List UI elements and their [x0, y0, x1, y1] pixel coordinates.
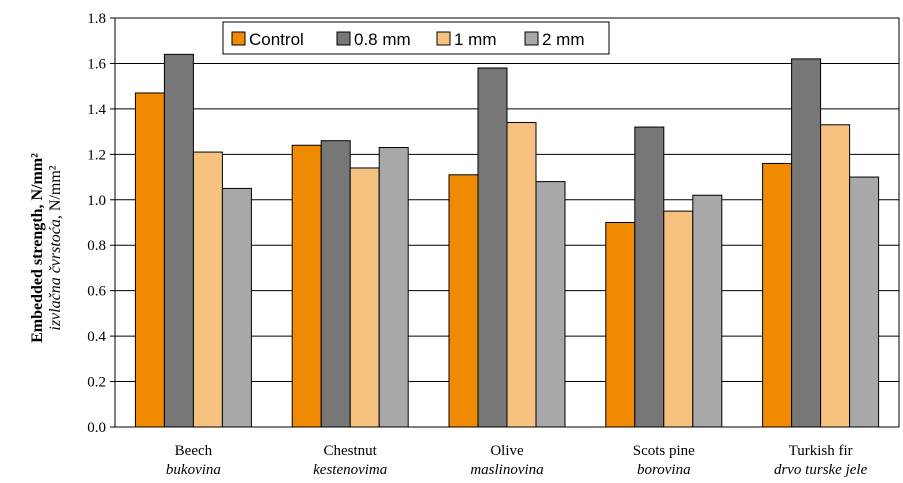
bar-1-mm-beech: [192, 151, 223, 428]
x-category-label: Beech: [175, 443, 213, 459]
bar-1-mm-turkish-fir: [820, 124, 851, 428]
x-axis-categories: Beech bukovina Chestnut kestenovima Olive mas…: [166, 443, 868, 478]
legend-label: 2 mm: [542, 30, 585, 49]
bar-control-turkish-fir: [762, 162, 793, 428]
y-tick-label: 0.4: [87, 329, 106, 345]
y-tick-label: 1.2: [87, 147, 106, 163]
bar-0-8-mm-turkish-fir: [791, 58, 822, 428]
legend-label: Control: [249, 30, 304, 49]
bar-control-olive: [448, 174, 479, 428]
bars: [134, 53, 880, 428]
y-axis-ticks: 0.0 0.2 0.4 0.6 0.8 1.0 1.2 1.4 1.6 1.8: [87, 11, 115, 436]
plot-frame: [114, 17, 900, 428]
y-tick-label: 0.6: [87, 284, 106, 300]
bar-control-chestnut: [291, 144, 322, 428]
bar-control-scots-pine: [605, 222, 636, 428]
bar-0-8-mm-olive: [477, 67, 508, 428]
bar-2-mm-beech: [221, 187, 252, 428]
bar-2-mm-turkish-fir: [849, 176, 880, 428]
legend-label: 0.8 mm: [354, 30, 411, 49]
bar-0-8-mm-beech: [163, 53, 194, 428]
x-category-translation: maslinovina: [470, 462, 543, 478]
bar-2-mm-olive: [535, 181, 566, 428]
y-tick-label: 0.8: [87, 238, 106, 254]
bar-2-mm-chestnut: [378, 147, 409, 428]
x-category-label: Olive: [490, 443, 524, 459]
legend-swatch: [524, 31, 539, 46]
bar-0-8-mm-chestnut: [320, 140, 351, 428]
y-tick-label: 1.6: [87, 56, 106, 72]
x-category-label: Chestnut: [324, 443, 378, 459]
y-axis-label: Embedded strength, N/mm² izvlačna čvrsto…: [29, 153, 64, 343]
y-axis-label-translation: izvlačna čvrstoća, N/mm²: [47, 165, 64, 330]
legend-swatch: [436, 31, 451, 46]
y-axis-label-bold: Embedded strength, N/mm²: [29, 153, 46, 343]
bar-0-8-mm-scots-pine: [634, 126, 665, 428]
y-tick-label: 1.8: [87, 11, 106, 27]
y-axis-label-italic: izvlačna čvrstoća,: [47, 215, 64, 331]
legend-swatch: [336, 31, 351, 46]
y-tick-label: 1.0: [87, 193, 106, 209]
y-axis-label-unit: N/mm²: [47, 165, 64, 211]
bar-2-mm-scots-pine: [692, 194, 723, 428]
legend: Control 0.8 mm 1 mm 2 mm: [222, 21, 610, 55]
legend-box: [222, 21, 610, 55]
axes: [114, 17, 900, 428]
x-category-translation: bukovina: [166, 462, 221, 478]
bar-1-mm-scots-pine: [663, 210, 694, 428]
x-category-translation: borovina: [637, 462, 691, 478]
x-category-label: Scots pine: [633, 443, 695, 459]
y-tick-label: 0.2: [87, 375, 106, 391]
y-tick-label: 0.0: [87, 420, 106, 436]
y-tick-label: 1.4: [87, 102, 106, 118]
legend-swatch: [231, 31, 246, 46]
x-category-translation: kestenovima: [313, 462, 387, 478]
legend-label: 1 mm: [454, 30, 497, 49]
bar-1-mm-olive: [506, 122, 537, 428]
x-category-label: Turkish fir: [789, 443, 853, 459]
bar-control-beech: [134, 92, 165, 428]
x-category-translation: drvo turske jele: [774, 462, 868, 478]
bar-1-mm-chestnut: [349, 167, 380, 428]
